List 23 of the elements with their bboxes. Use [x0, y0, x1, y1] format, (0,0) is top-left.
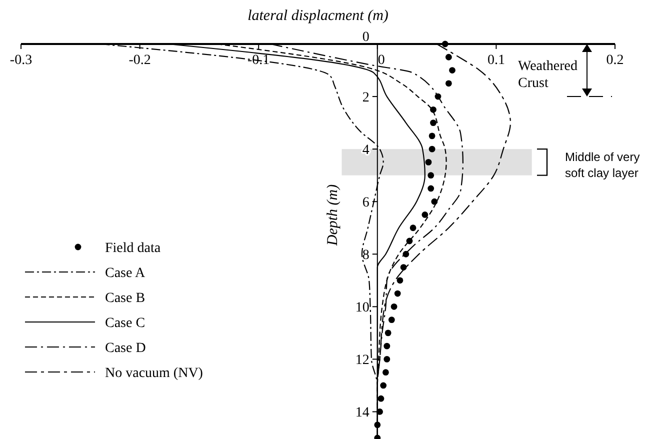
legend-label: Field data — [105, 241, 162, 256]
x-tick-label: -0.2 — [128, 53, 151, 68]
x-tick-label: 0.2 — [606, 53, 624, 68]
y-tick-label: 2 — [362, 90, 370, 106]
y-tick-label: 0 — [362, 30, 370, 45]
legend-label: No vacuum (NV) — [105, 366, 204, 381]
x-axis-title: lateral displacment (m) — [248, 8, 388, 24]
y-tick-label: 12 — [355, 353, 370, 368]
y-tick-label: 10 — [355, 300, 370, 316]
y-tick-label: 4 — [362, 143, 370, 158]
y-tick-label: 8 — [362, 248, 370, 264]
y-axis-title: Depth (m) — [325, 184, 341, 247]
x-tick-label: 0.1 — [487, 53, 505, 68]
legend-label: Case A — [105, 266, 146, 281]
legend-label: Case B — [105, 291, 146, 306]
x-tick-label: -0.3 — [10, 53, 32, 68]
y-tick-label: 14 — [355, 406, 370, 421]
x-tick-label: 0 — [378, 53, 385, 68]
annotation: Weathered Crust — [518, 59, 578, 91]
y-tick-label: 6 — [362, 196, 370, 211]
legend-label: Case C — [105, 316, 146, 331]
legend-label: Case D — [105, 341, 146, 356]
annotation: Middle of very soft clay layer — [565, 150, 640, 180]
